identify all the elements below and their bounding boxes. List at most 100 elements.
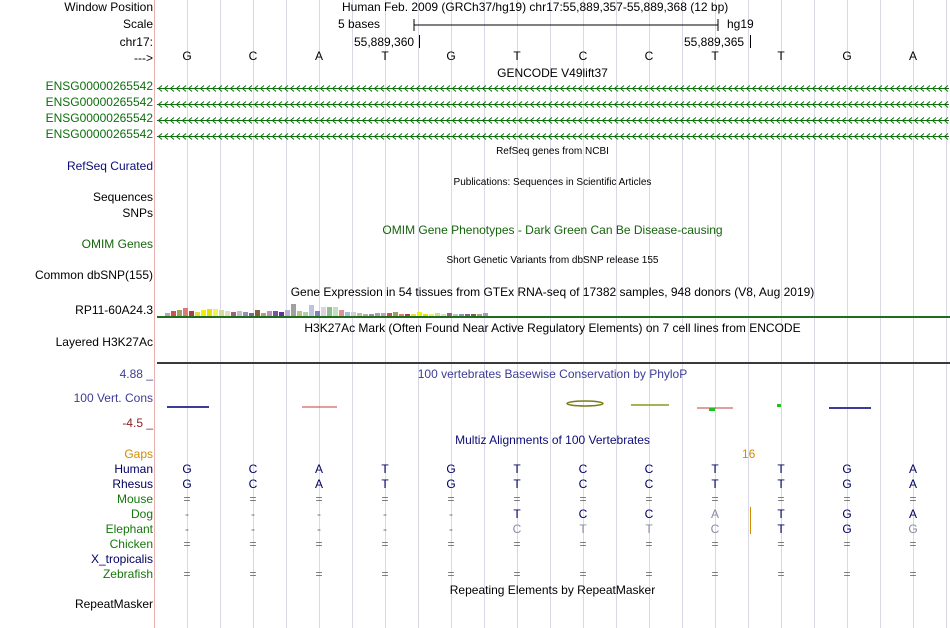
aligned-base: G bbox=[842, 462, 852, 476]
aligned-base: = bbox=[711, 492, 719, 506]
gencode-strand[interactable] bbox=[157, 85, 949, 92]
sequences-track-label[interactable]: Sequences bbox=[92, 190, 153, 204]
aligned-base: G bbox=[908, 522, 918, 536]
aligned-base: = bbox=[381, 537, 389, 551]
repeatmasker-track-label[interactable]: RepeatMasker bbox=[74, 597, 153, 611]
gaps-label: Gaps bbox=[124, 447, 153, 461]
gencode-strand[interactable] bbox=[157, 101, 949, 108]
aligned-base: C bbox=[578, 477, 588, 491]
gtex-tissue-bar bbox=[177, 310, 182, 316]
aligned-base: C bbox=[710, 522, 720, 536]
gencode-strand[interactable] bbox=[157, 117, 949, 124]
dbsnp-track-title[interactable]: Short Genetic Variants from dbSNP releas… bbox=[446, 255, 659, 266]
aligned-base: = bbox=[513, 537, 521, 551]
omim-track-title[interactable]: OMIM Gene Phenotypes - Dark Green Can Be… bbox=[382, 223, 723, 237]
gtex-tissue-bar bbox=[351, 312, 356, 316]
reference-base: C bbox=[644, 49, 654, 63]
guide-line bbox=[682, 0, 683, 628]
gencode-track-title[interactable]: GENCODE V49lift37 bbox=[497, 66, 608, 80]
gtex-tissue-bar bbox=[231, 312, 236, 316]
phylop-track-label[interactable]: 100 Vert. Cons bbox=[73, 391, 153, 405]
h3k27-track-title[interactable]: H3K27Ac Mark (Often Found Near Active Re… bbox=[304, 321, 801, 335]
gtex-tissue-bar bbox=[459, 314, 464, 316]
gtex-tissue-bar bbox=[273, 311, 278, 316]
gtex-tissue-bar bbox=[195, 312, 200, 316]
aligned-base: T bbox=[777, 507, 785, 521]
species-label: Chicken bbox=[109, 537, 153, 551]
publications-track-title[interactable]: Publications: Sequences in Scientific Ar… bbox=[453, 177, 652, 188]
aligned-base: = bbox=[843, 492, 851, 506]
gtex-tissue-bar bbox=[291, 304, 296, 316]
aligned-base: - bbox=[449, 522, 453, 536]
gtex-tissue-bar bbox=[393, 312, 398, 316]
h3k27-track-label[interactable]: Layered H3K27Ac bbox=[55, 335, 153, 349]
aligned-base: G bbox=[842, 522, 852, 536]
gtex-tissue-bar bbox=[411, 314, 416, 316]
gencode-item-label[interactable]: ENSG00000265542 bbox=[45, 79, 153, 93]
aligned-base: T bbox=[777, 477, 785, 491]
omim-track-label[interactable]: OMIM Genes bbox=[81, 237, 153, 251]
aligned-base: = bbox=[315, 567, 323, 581]
guide-line bbox=[583, 0, 584, 628]
aligned-base: = bbox=[249, 537, 257, 551]
gencode-item-label[interactable]: ENSG00000265542 bbox=[45, 111, 153, 125]
reference-base: T bbox=[513, 49, 521, 63]
phylop-track-title[interactable]: 100 vertebrates Basewise Conservation by… bbox=[417, 367, 688, 381]
guide-line bbox=[517, 0, 518, 628]
multiz-track-title[interactable]: Multiz Alignments of 100 Vertebrates bbox=[455, 433, 650, 447]
dbsnp-track-label[interactable]: Common dbSNP(155) bbox=[34, 268, 153, 282]
aligned-base: = bbox=[645, 492, 653, 506]
reference-base: A bbox=[908, 49, 917, 63]
refseq-track-label[interactable]: RefSeq Curated bbox=[66, 159, 153, 173]
gtex-tissue-bar bbox=[441, 314, 446, 316]
coord-tick-label: 55,889,360 bbox=[354, 35, 415, 49]
aligned-base: A bbox=[314, 477, 323, 491]
aligned-base: = bbox=[447, 537, 455, 551]
gtex-tissue-bar bbox=[417, 312, 422, 316]
gtex-tissue-bar bbox=[381, 313, 386, 316]
gtex-tissue-bar bbox=[477, 314, 482, 316]
gtex-tissue-bar bbox=[405, 314, 410, 316]
aligned-base: - bbox=[383, 522, 387, 536]
gencode-item-label[interactable]: ENSG00000265542 bbox=[45, 127, 153, 141]
gtex-tissue-bar bbox=[321, 307, 326, 316]
aligned-base: A bbox=[908, 477, 917, 491]
gtex-tissue-bar bbox=[435, 313, 440, 316]
aligned-base: C bbox=[512, 522, 522, 536]
aligned-base: = bbox=[513, 492, 521, 506]
gtex-tissue-bar bbox=[453, 314, 458, 316]
aligned-base: C bbox=[644, 507, 654, 521]
aligned-base: = bbox=[909, 537, 917, 551]
gtex-tissue-bar bbox=[171, 311, 176, 316]
gtex-tissue-bar bbox=[219, 310, 224, 316]
gtex-tissue-bar bbox=[255, 310, 260, 316]
aligned-base: = bbox=[381, 567, 389, 581]
gtex-tissue-bar bbox=[237, 311, 242, 316]
gtex-tissue-bar bbox=[423, 314, 428, 316]
phylop-signal[interactable] bbox=[157, 398, 950, 414]
aligned-base: T bbox=[645, 522, 653, 536]
aligned-base: = bbox=[579, 567, 587, 581]
aligned-base: - bbox=[185, 507, 189, 521]
gtex-track-title[interactable]: Gene Expression in 54 tissues from GTEx … bbox=[290, 285, 815, 299]
gencode-strand[interactable] bbox=[157, 133, 949, 140]
aligned-base: G bbox=[182, 462, 192, 476]
aligned-base: C bbox=[248, 477, 258, 491]
gencode-item-label[interactable]: ENSG00000265542 bbox=[45, 95, 153, 109]
gtex-tissue-bar bbox=[213, 309, 218, 316]
snps-track-label[interactable]: SNPs bbox=[122, 206, 153, 220]
aligned-base: T bbox=[777, 522, 785, 536]
scale-db-text: hg19 bbox=[727, 17, 754, 31]
repeatmasker-track-title[interactable]: Repeating Elements by RepeatMasker bbox=[449, 583, 656, 597]
gtex-track-label[interactable]: RP11-60A24.3 bbox=[75, 303, 153, 317]
aligned-base: - bbox=[317, 507, 321, 521]
guide-line bbox=[946, 0, 947, 628]
gtex-bar-graph[interactable] bbox=[157, 298, 950, 320]
chrom-label: chr17: bbox=[119, 35, 153, 49]
aligned-base: T bbox=[513, 462, 521, 476]
refseq-track-title[interactable]: RefSeq genes from NCBI bbox=[496, 146, 609, 157]
guide-line bbox=[550, 0, 551, 628]
aligned-base: - bbox=[317, 522, 321, 536]
aligned-base: - bbox=[449, 507, 453, 521]
gtex-tissue-bar bbox=[303, 312, 308, 316]
